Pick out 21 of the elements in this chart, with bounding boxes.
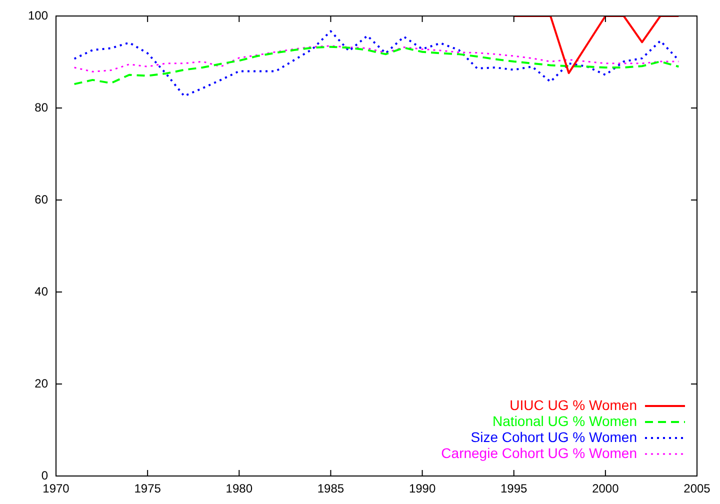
x-tick-label: 2005	[684, 482, 711, 496]
legend-label: Size Cohort UG % Women	[470, 428, 637, 445]
x-tick-label: 1970	[42, 482, 70, 496]
x-tick-label: 1980	[226, 482, 253, 496]
legend-label: National UG % Women	[492, 412, 637, 429]
y-tick-label: 0	[41, 468, 48, 482]
y-tick-label: 80	[34, 100, 48, 114]
line-series	[73, 30, 680, 98]
x-tick-label: 1990	[408, 482, 436, 496]
x-tick-label: 2000	[592, 482, 620, 496]
line-series	[74, 45, 680, 72]
legend-label: Carnegie Cohort UG % Women	[441, 444, 637, 461]
x-tick-label: 1975	[134, 482, 162, 496]
y-tick-label: 40	[34, 284, 48, 298]
y-tick-label: 100	[28, 8, 48, 22]
legend-label: UIUC UG % Women	[510, 396, 637, 413]
y-tick-label: 20	[34, 376, 48, 390]
line-series	[73, 46, 680, 86]
x-tick-label: 1985	[317, 482, 344, 496]
y-tick-label: 60	[34, 192, 48, 206]
x-tick-label: 1995	[500, 482, 528, 496]
